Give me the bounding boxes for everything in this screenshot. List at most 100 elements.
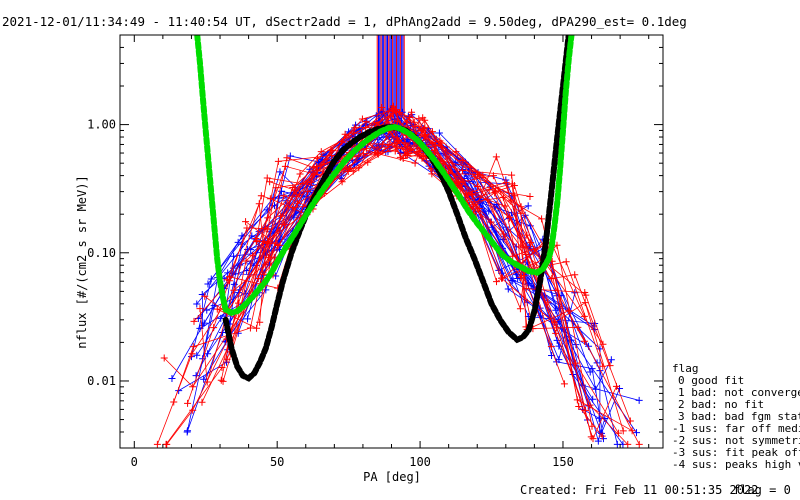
trace-point (210, 324, 218, 332)
trace-point (153, 440, 161, 448)
trace-point (396, 109, 404, 117)
trace-point (223, 355, 231, 363)
trace-point (459, 166, 467, 174)
trace-point (624, 440, 632, 448)
fit-curves (194, 35, 575, 382)
trace-point (296, 170, 304, 178)
trace-point (504, 285, 512, 293)
trace-point (509, 277, 517, 285)
trace-point (428, 170, 436, 178)
trace-point (575, 403, 583, 411)
trace-point (310, 164, 318, 172)
trace-point (419, 114, 427, 122)
trace-point (276, 168, 284, 176)
trace-point (421, 123, 429, 131)
trace-point (517, 209, 525, 217)
trace-point (384, 144, 392, 152)
trace-point (452, 158, 460, 166)
trace-point (280, 192, 288, 200)
trace-point (266, 178, 274, 186)
trace-point (390, 139, 398, 147)
trace-line (193, 126, 619, 434)
trace-point (253, 324, 261, 332)
trace-point (196, 305, 204, 313)
trace-point (394, 138, 402, 146)
trace-point (289, 183, 297, 191)
y-axis-label: nflux [#/(cm2 s sr MeV)] (75, 175, 89, 348)
y-tick-label: 0.01 (87, 374, 116, 388)
trace-point (242, 257, 250, 265)
trace-point (201, 292, 209, 300)
trace-point (479, 171, 487, 179)
trace-point (257, 192, 265, 200)
trace-point (500, 230, 508, 238)
trace-point (435, 129, 443, 137)
trace-point (468, 190, 476, 198)
trace-point (246, 324, 254, 332)
y-axis: 1.00 0.10 0.01 (87, 34, 663, 449)
trace-point (614, 429, 622, 437)
trace-point (573, 396, 581, 404)
x-tick-label: 100 (409, 455, 431, 469)
legend-entry: -1 sus: far off medic (672, 422, 800, 435)
trace-point (572, 359, 580, 367)
trace-point (509, 252, 517, 260)
trace-point (492, 153, 500, 161)
trace-point (254, 274, 262, 282)
trace-point (552, 329, 560, 337)
trace-point (548, 274, 556, 282)
trace-point (262, 286, 270, 294)
legend-entry: 3 bad: bad fgm stat (678, 410, 800, 423)
trace-point (274, 157, 282, 165)
trace-point (633, 429, 641, 437)
trace-point (422, 130, 430, 138)
trace-point (204, 350, 212, 358)
trace-point (190, 317, 198, 325)
created-timestamp: Created: Fri Feb 11 00:51:35 2022 (520, 483, 758, 497)
trace-point (193, 351, 201, 359)
trace-point (485, 186, 493, 194)
fit-curve-green (194, 35, 575, 317)
trace-point (160, 354, 168, 362)
trace-point (589, 435, 597, 443)
trace-point (389, 102, 397, 110)
trace-point (427, 165, 435, 173)
trace-point (571, 271, 579, 279)
trace-point (516, 305, 524, 313)
trace-point (277, 187, 285, 195)
trace-point (364, 158, 372, 166)
trace-point (487, 218, 495, 226)
trace-point (565, 307, 573, 315)
trace-point (599, 340, 607, 348)
trace-point (234, 299, 242, 307)
trace-point (328, 151, 336, 159)
trace-point (506, 197, 514, 205)
trace-point (635, 440, 643, 448)
trace-point (378, 103, 386, 111)
trace-point (255, 200, 263, 208)
trace-point (358, 115, 366, 123)
trace-point (619, 427, 627, 435)
trace-point (189, 343, 197, 351)
trace-point (219, 377, 227, 385)
trace-point (217, 376, 225, 384)
flag-legend: flag 0 good fit 1 bad: not converge 2 ba… (672, 362, 800, 471)
trace-point (560, 380, 568, 388)
trace-point (344, 167, 352, 175)
trace-point (351, 124, 359, 132)
trace-point (635, 396, 643, 404)
trace-point (310, 171, 318, 179)
x-axis-label: PA [deg] (363, 470, 421, 484)
trace-point (586, 368, 594, 376)
trace-point (499, 274, 507, 282)
trace-point (511, 192, 519, 200)
trace-point (362, 118, 370, 126)
trace-point (198, 398, 206, 406)
trace-point (260, 270, 268, 278)
legend-entry: -3 sus: fit peak off 9 (672, 446, 800, 459)
trace-point (574, 323, 582, 331)
trace-point (338, 178, 346, 186)
trace-point (263, 174, 271, 182)
trace-point (394, 117, 401, 125)
trace-point (350, 129, 358, 137)
